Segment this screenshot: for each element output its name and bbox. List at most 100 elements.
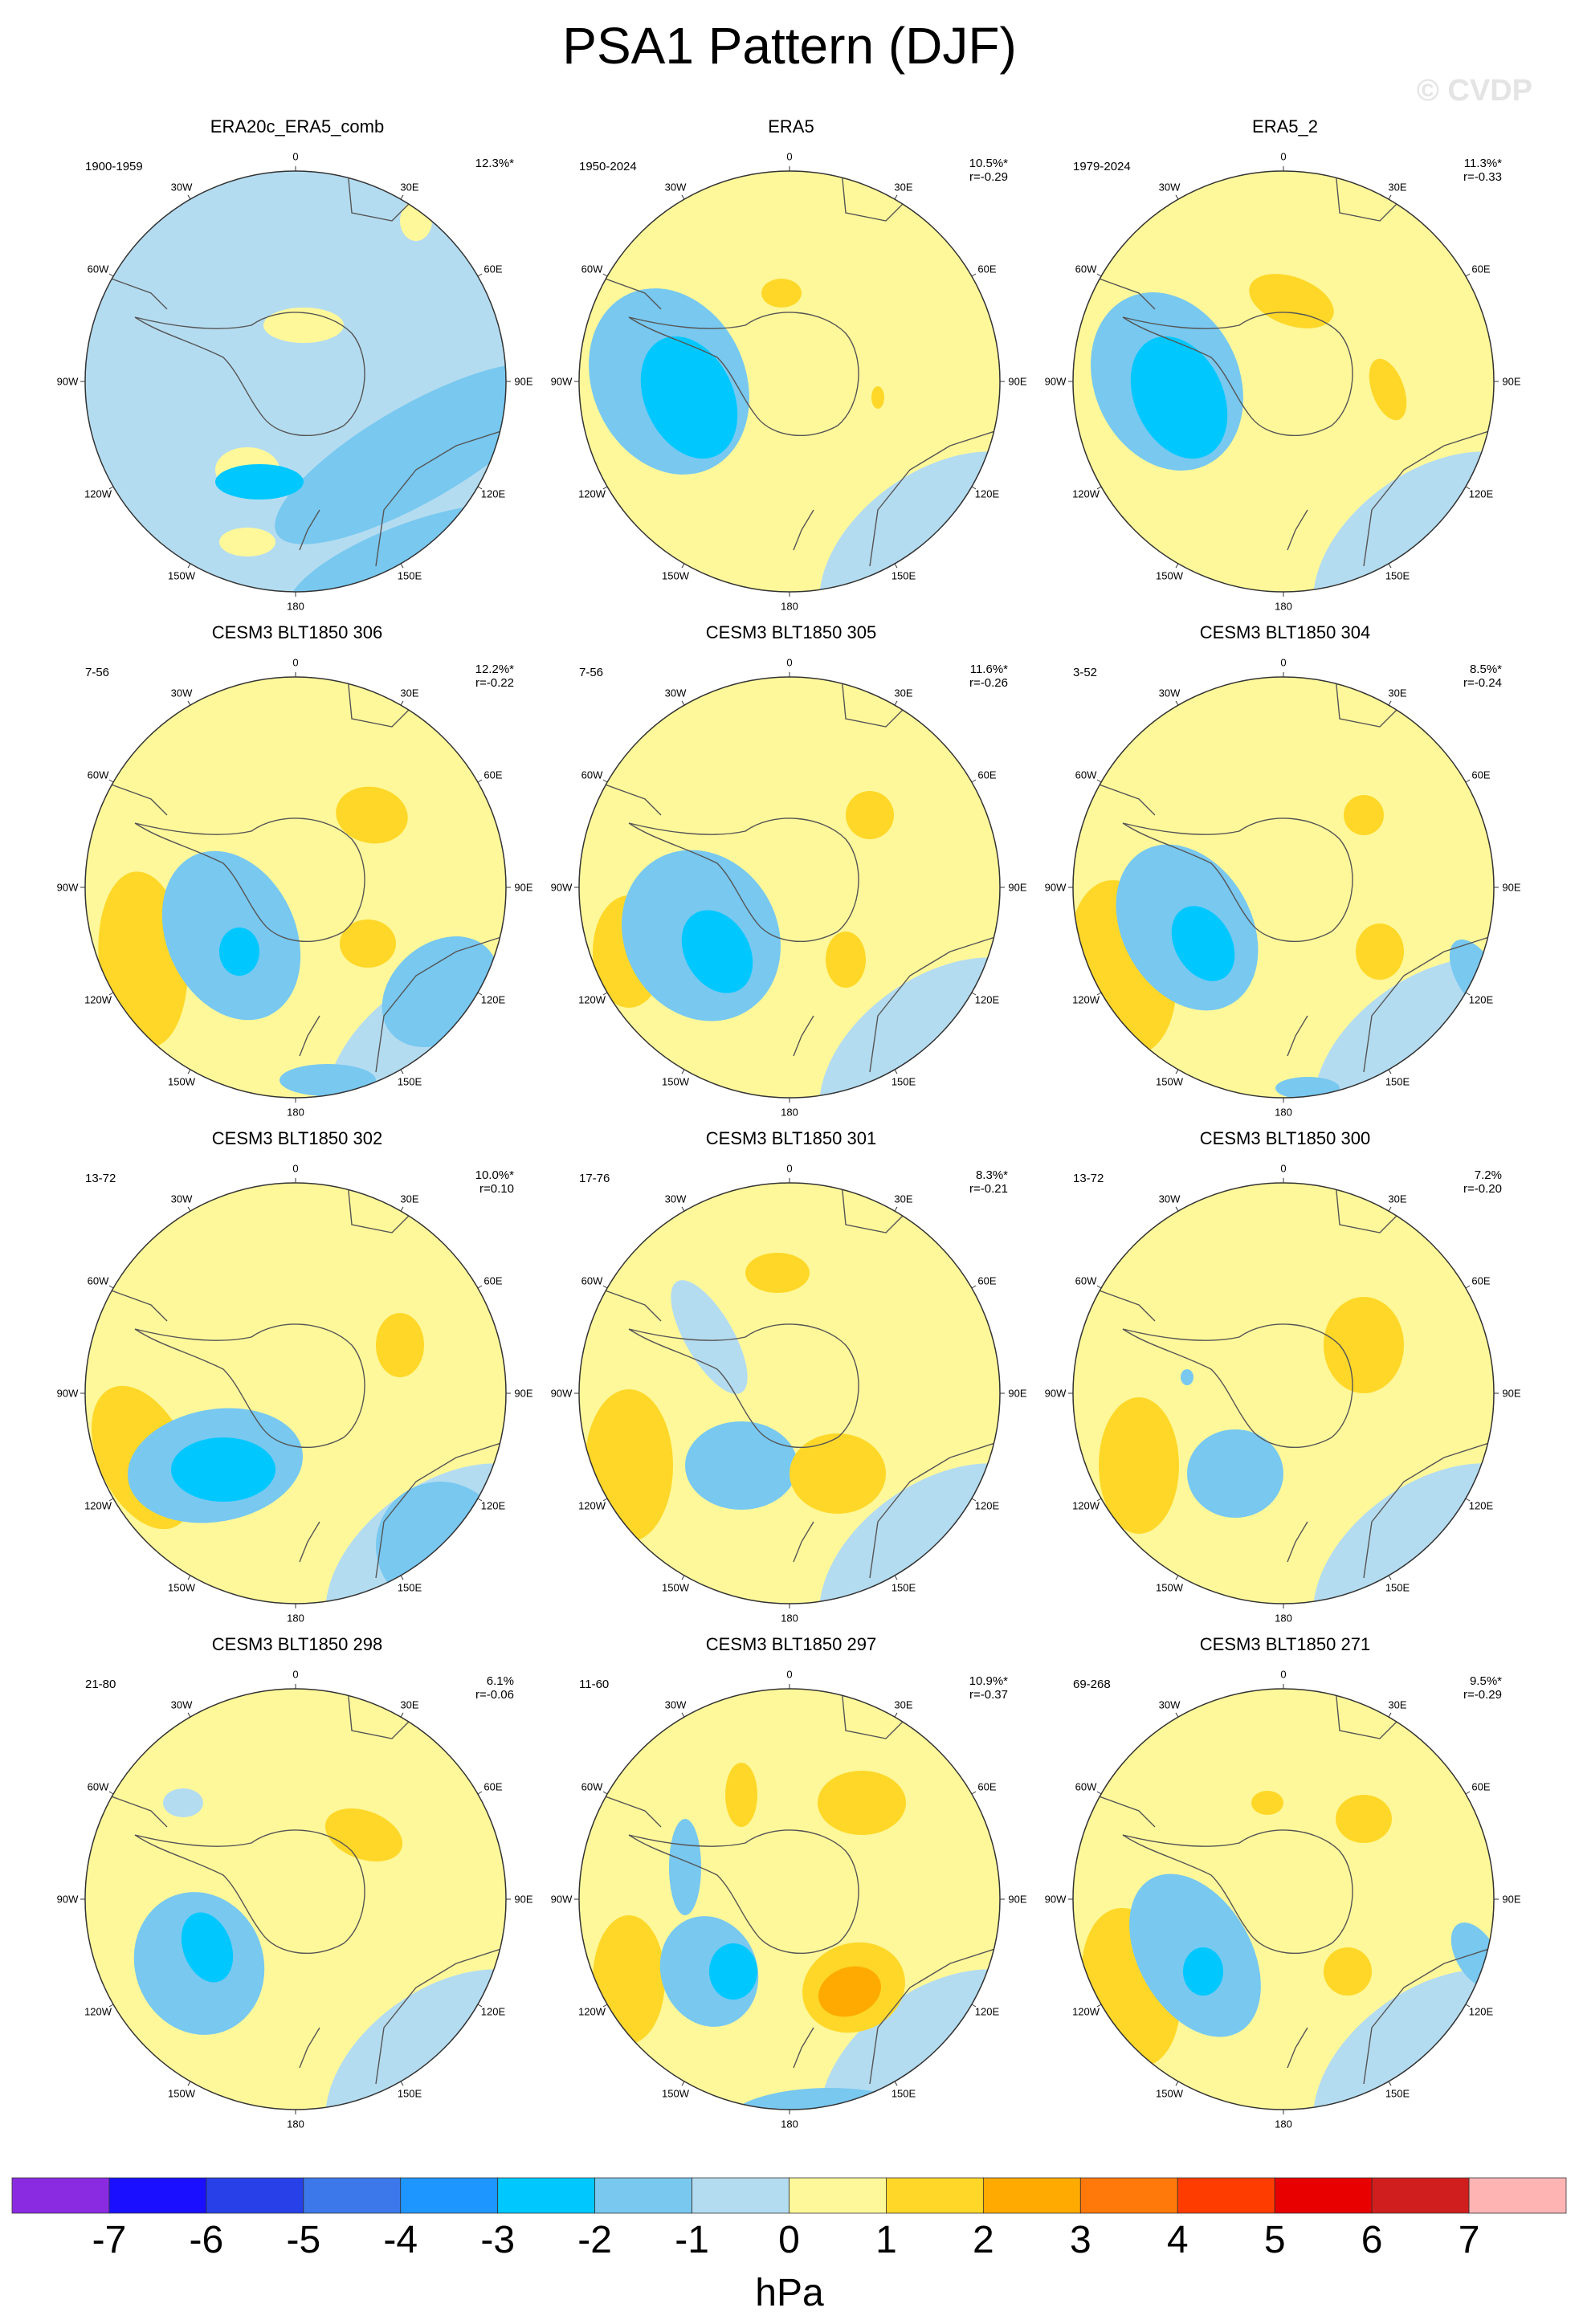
longitude-tick [894,1069,898,1074]
panel-stats: 12.2%* r=-0.22 [475,663,514,690]
south-america-coastline [106,782,168,816]
longitude-tick [971,2004,977,2008]
longitude-tick [400,2081,404,2086]
longitude-tick [681,2081,685,2086]
longitude-label: 30E [400,1698,419,1710]
longitude-label: 30E [400,181,419,193]
longitude-label: 180 [781,1612,798,1625]
longitude-tick [1175,194,1179,200]
longitude-label: 180 [781,600,798,613]
anomaly-contour [215,464,304,499]
panel-title: ERA5_2 [1252,116,1318,137]
longitude-label: 90W [56,375,79,388]
new-zealand-coastline [1287,1521,1308,1563]
map-background-fill [579,1183,1000,1604]
africa-coastline [841,1689,911,1739]
longitude-label: 30E [894,1698,913,1710]
longitude-label: 150E [397,1075,422,1088]
longitude-label: 30W [1158,181,1181,193]
anomaly-contour [1099,1397,1179,1534]
australia-coastline [375,1441,506,1579]
antarctica-coastline [628,1323,859,1448]
pattern-correlation: r=-0.06 [475,1688,514,1702]
longitude-label: 0 [1280,656,1287,669]
colorbar-segment [11,2177,110,2214]
longitude-label: 90E [1008,1387,1027,1400]
longitude-tick [187,194,191,200]
anomaly-contour [1173,372,1218,431]
australia-coastline [375,429,506,567]
longitude-label: 120E [480,1499,506,1512]
longitude-label: 120E [974,2005,1000,2018]
longitude-tick [108,1791,114,1795]
colorbar-segment [206,2177,304,2214]
longitude-label: 0 [1280,150,1287,163]
longitude-tick [681,194,685,200]
longitude-label: 180 [781,1106,798,1119]
anomaly-contour [219,528,275,557]
longitude-label: 150W [168,1581,195,1594]
longitude-tick [477,779,483,783]
new-zealand-coastline [1287,2027,1308,2069]
variance-explained: 11.3%* [1463,157,1502,170]
map-panel: CESM3 BLT1850 271 69-268 9.5%* r=-0.29 0 30E 6… [1036,1634,1534,2130]
anomaly-contour [340,919,396,968]
panel-stats: 6.1% r=-0.06 [475,1674,514,1702]
longitude-tick [894,194,898,200]
panel-stats: 8.3%* r=-0.21 [969,1168,1008,1196]
australia-coastline [1363,1947,1494,2085]
longitude-tick [108,273,114,277]
longitude-tick [971,486,977,490]
south-america-coastline [106,1288,168,1322]
panel-stats: 12.3%* [475,157,514,170]
anomaly-contour [676,369,726,434]
anomaly-contour [681,910,753,993]
longitude-tick [477,992,483,996]
pattern-correlation: r=-0.22 [475,676,514,690]
longitude-tick [477,1285,483,1289]
south-america-coastline [106,276,168,310]
panel-stats: 10.9%* r=-0.37 [969,1674,1008,1702]
new-zealand-coastline [793,1521,814,1563]
longitude-label: 180 [1275,600,1292,613]
longitude-label: 120E [974,487,1000,500]
map-panel: ERA5 1950-2024 10.5%* r=-0.29 0 30E 60E 90E 120E… [542,116,1040,613]
longitude-tick [894,563,898,569]
longitude-label: 120E [480,2005,506,2018]
panel-period: 69-268 [1073,1678,1111,1691]
longitude-tick [477,486,483,490]
map-panel: CESM3 BLT1850 304 3-52 8.5%* r=-0.24 0 30E 60E… [1036,622,1534,1119]
longitude-label: 60E [483,1780,503,1793]
africa-coastline [841,1183,911,1233]
longitude-tick [1388,1712,1392,1718]
map-background-fill [1073,677,1494,1098]
africa-coastline [841,677,911,728]
panel-title: CESM3 BLT1850 300 [1199,1128,1371,1148]
panel-period: 7-56 [579,666,604,679]
longitude-tick [602,2004,608,2008]
map-panel: ERA20c_ERA5_comb 1900-1959 12.3%* 0 30E 60E 90… [48,116,546,613]
anomaly-contour [790,1433,886,1514]
longitude-label: 60W [581,263,603,275]
anomaly-contour [1336,1795,1392,1843]
longitude-label: 30E [400,687,419,699]
longitude-label: 30E [1388,687,1407,699]
longitude-label: 90W [56,1893,79,1906]
antarctica-coastline [134,1829,365,1954]
panel-title: CESM3 BLT1850 301 [705,1128,877,1148]
longitude-label: 90W [550,1893,573,1906]
longitude-tick [108,779,114,783]
colorbar-segment [400,2177,499,2214]
longitude-tick [1465,1498,1471,1502]
longitude-label: 60E [1471,1780,1491,1793]
longitude-label: 180 [287,600,304,613]
longitude-label: 90E [514,375,533,388]
map-background-fill [85,677,506,1098]
longitude-label: 180 [287,2118,304,2130]
anomaly-contour [593,1915,665,2044]
longitude-label: 120W [84,2005,112,2018]
anomaly-contour [1344,795,1384,835]
anomaly-contour [1249,274,1334,328]
south-america-coastline [1094,276,1156,310]
map-panel: CESM3 BLT1850 298 21-80 6.1% r=-0.06 0 30E 60E… [48,1634,546,2130]
